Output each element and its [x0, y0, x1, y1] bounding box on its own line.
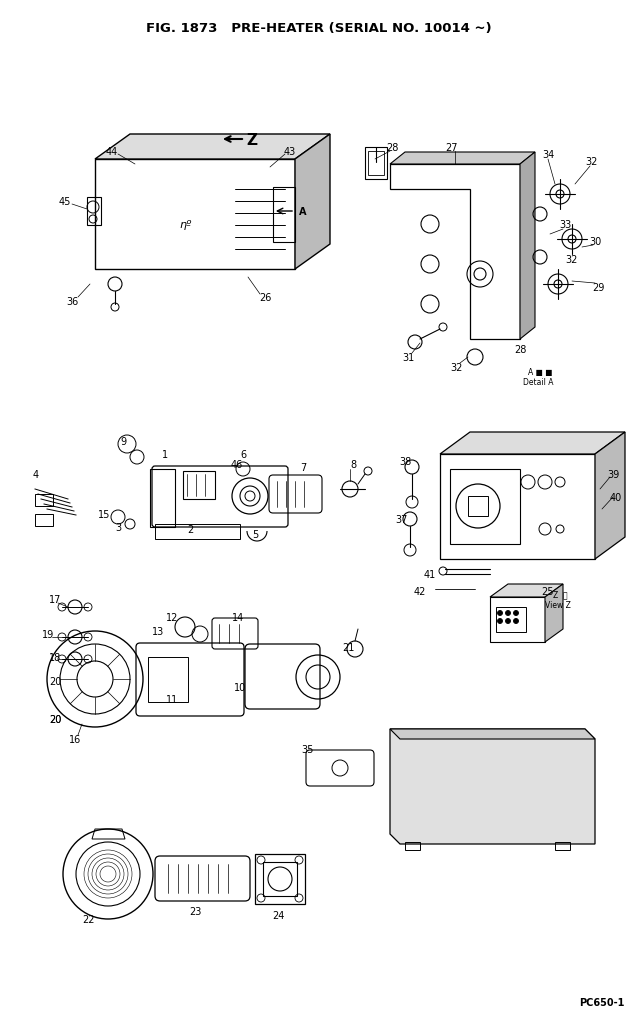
- Text: PC650-1: PC650-1: [580, 997, 625, 1007]
- Circle shape: [505, 619, 511, 624]
- Polygon shape: [595, 433, 625, 559]
- Text: 16: 16: [69, 735, 81, 744]
- Text: 29: 29: [592, 282, 604, 292]
- Text: 37: 37: [396, 515, 408, 525]
- Bar: [365, 148, 387, 179]
- Text: 27: 27: [446, 143, 458, 153]
- Text: 19: 19: [42, 630, 54, 639]
- Polygon shape: [95, 135, 330, 160]
- Polygon shape: [520, 153, 535, 339]
- Text: 10: 10: [234, 683, 246, 692]
- Bar: [273, 187, 295, 243]
- Bar: [263, 862, 297, 896]
- Text: 4: 4: [33, 470, 39, 480]
- Text: 9: 9: [120, 436, 126, 446]
- Text: 2: 2: [187, 525, 193, 535]
- Text: 22: 22: [82, 914, 94, 924]
- Polygon shape: [545, 585, 563, 642]
- Polygon shape: [390, 730, 595, 844]
- Polygon shape: [490, 585, 563, 597]
- Polygon shape: [295, 135, 330, 270]
- Text: 32: 32: [450, 363, 463, 373]
- Text: ηº: ηº: [179, 220, 191, 229]
- Text: 44: 44: [106, 147, 118, 157]
- Circle shape: [514, 619, 518, 624]
- Bar: [255, 854, 305, 904]
- Text: 20: 20: [49, 714, 61, 725]
- Text: 28: 28: [514, 344, 526, 355]
- Text: 32: 32: [586, 157, 598, 167]
- Text: A: A: [299, 207, 307, 217]
- Bar: [183, 472, 215, 499]
- Text: 18: 18: [49, 652, 61, 662]
- Text: 38: 38: [399, 457, 411, 467]
- Text: 30: 30: [589, 236, 601, 247]
- Bar: [405, 842, 420, 850]
- Text: Z  矢: Z 矢: [553, 590, 567, 599]
- Bar: [450, 470, 520, 544]
- Text: 25: 25: [542, 586, 554, 596]
- Bar: [468, 496, 488, 517]
- Bar: [368, 152, 384, 176]
- Bar: [555, 842, 570, 850]
- Circle shape: [505, 611, 511, 615]
- Text: 39: 39: [607, 470, 619, 480]
- Text: 23: 23: [189, 906, 201, 916]
- Text: 14: 14: [232, 612, 244, 623]
- Text: 6: 6: [240, 449, 246, 460]
- Bar: [35, 515, 53, 527]
- Text: 40: 40: [610, 492, 622, 502]
- Text: 7: 7: [300, 463, 306, 473]
- Text: 20: 20: [49, 677, 61, 687]
- Text: 26: 26: [259, 292, 271, 303]
- Polygon shape: [440, 433, 625, 454]
- Text: 8: 8: [350, 460, 356, 470]
- Circle shape: [498, 611, 502, 615]
- Text: 28: 28: [386, 143, 398, 153]
- Text: 12: 12: [166, 612, 178, 623]
- Text: 11: 11: [166, 694, 178, 704]
- Text: View Z: View Z: [545, 601, 571, 610]
- Text: 34: 34: [542, 150, 554, 160]
- Bar: [148, 657, 188, 702]
- Text: Detail A: Detail A: [523, 377, 553, 386]
- Text: 13: 13: [152, 627, 164, 637]
- Text: 5: 5: [252, 530, 258, 539]
- Text: 33: 33: [559, 220, 571, 229]
- Text: 45: 45: [59, 197, 71, 207]
- Text: 24: 24: [272, 910, 284, 920]
- Bar: [87, 198, 101, 226]
- Text: 41: 41: [424, 570, 436, 580]
- Text: FIG. 1873   PRE-HEATER (SERIAL NO. 10014 ~): FIG. 1873 PRE-HEATER (SERIAL NO. 10014 ~…: [146, 22, 492, 35]
- Text: 36: 36: [66, 297, 78, 307]
- Polygon shape: [390, 730, 595, 739]
- Text: 1: 1: [162, 449, 168, 460]
- Bar: [35, 494, 53, 506]
- Text: 21: 21: [342, 642, 354, 652]
- Text: 46: 46: [231, 460, 243, 470]
- Circle shape: [514, 611, 518, 615]
- Bar: [496, 607, 526, 633]
- Text: 42: 42: [414, 586, 426, 596]
- Text: 31: 31: [402, 353, 414, 363]
- Text: 3: 3: [115, 523, 121, 533]
- Circle shape: [498, 619, 502, 624]
- Text: 15: 15: [98, 510, 110, 520]
- Polygon shape: [390, 153, 535, 165]
- Text: 20: 20: [49, 714, 61, 725]
- Text: A ■ ■: A ■ ■: [528, 367, 552, 376]
- Text: 43: 43: [284, 147, 296, 157]
- Text: 35: 35: [302, 744, 314, 754]
- Text: 17: 17: [49, 594, 61, 604]
- Text: Z: Z: [247, 132, 258, 148]
- Text: 32: 32: [566, 255, 578, 265]
